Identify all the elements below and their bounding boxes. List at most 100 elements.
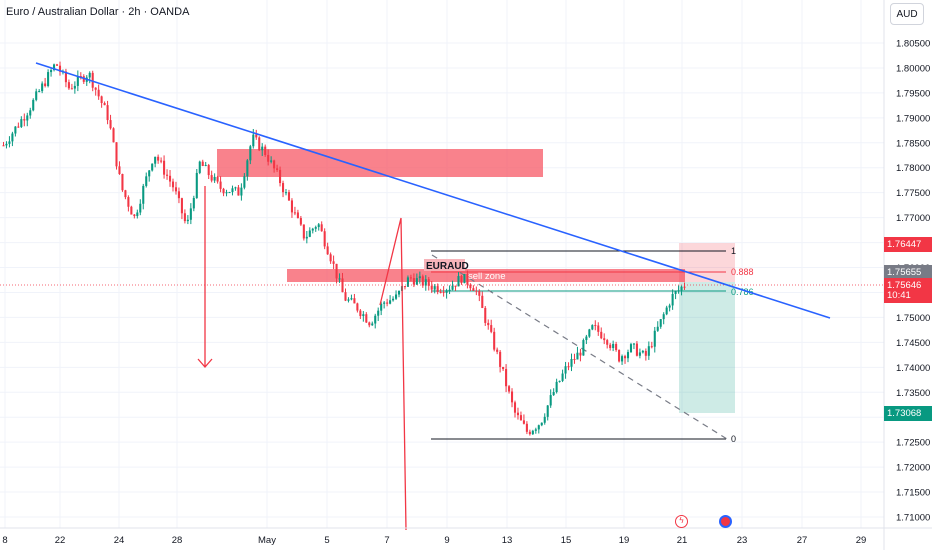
candle-body <box>293 212 296 214</box>
candle-body <box>415 278 418 285</box>
candle-body <box>383 302 386 304</box>
candle-body <box>305 236 308 239</box>
candle-body <box>499 351 502 367</box>
candle-body <box>650 346 653 348</box>
candle-body <box>237 187 240 196</box>
y-tick-label: 1.74500 <box>896 338 930 349</box>
candle-body <box>151 163 154 171</box>
arrow-down-left-head <box>197 358 213 368</box>
candle-body <box>174 187 178 192</box>
candle-body <box>112 128 115 143</box>
candle-body <box>195 172 198 198</box>
candle-body <box>198 161 201 173</box>
candle-body <box>680 286 683 291</box>
candle-body <box>377 310 380 316</box>
candle-body <box>513 402 517 413</box>
candle-body <box>228 192 231 194</box>
x-axis[interactable]: 8 22 24 28 May 5 7 9 13 15 19 21 23 27 29 <box>2 535 866 546</box>
candle-body <box>246 160 249 177</box>
chart-title: Euro / Australian Dollar · 2h · OANDA <box>6 6 190 18</box>
spike-drawing[interactable] <box>379 217 407 531</box>
candle-body <box>26 115 29 121</box>
candle-body <box>240 187 243 196</box>
price-tag-target: 1.73068 <box>884 406 932 421</box>
candle-body <box>73 85 76 89</box>
candle-body <box>647 346 650 356</box>
candle-body <box>567 366 570 368</box>
y-tick-label: 1.74000 <box>896 363 930 374</box>
y-tick-label: 1.79500 <box>896 88 930 99</box>
candle-body <box>638 352 641 356</box>
candle-body <box>522 420 525 424</box>
candle-body <box>618 349 621 362</box>
candle-body <box>531 430 534 435</box>
candle-body <box>264 146 267 155</box>
symbol-label: EURAUD <box>426 261 469 272</box>
candle-body <box>284 192 288 194</box>
candle-body <box>564 366 567 374</box>
candle-body <box>171 181 175 188</box>
candle-body <box>168 175 172 182</box>
candle-body <box>55 64 59 66</box>
candle-body <box>505 369 508 387</box>
candle-body <box>273 160 276 169</box>
x-tick-label: 27 <box>797 535 808 546</box>
candle-body <box>392 298 395 301</box>
fib-label-0888: 0.888 <box>731 267 754 277</box>
candle-body <box>299 218 302 225</box>
candle-body <box>475 290 478 292</box>
candle-body <box>302 224 305 239</box>
candle-body <box>213 176 216 181</box>
candle-body <box>365 314 368 323</box>
countdown-tag: 10:41 <box>884 290 932 303</box>
candle-body <box>50 70 53 73</box>
candle-body <box>207 165 210 176</box>
candle-body <box>2 145 5 147</box>
candles <box>2 61 686 436</box>
candle-body <box>20 119 23 127</box>
y-tick-label: 1.75000 <box>896 313 930 324</box>
candle-body <box>362 314 365 317</box>
candle-body <box>249 146 252 161</box>
candle-body <box>519 415 522 421</box>
candle-body <box>409 277 412 279</box>
candle-body <box>612 343 615 349</box>
candle-body <box>555 381 558 393</box>
earnings-icon[interactable] <box>719 515 732 528</box>
x-tick-label: 28 <box>172 535 183 546</box>
x-tick-label: 8 <box>2 535 7 546</box>
candle-body <box>201 161 204 167</box>
candle-body <box>463 273 466 284</box>
candle-body <box>145 176 148 186</box>
candle-body <box>359 310 362 317</box>
candle-body <box>79 76 82 78</box>
candle-body <box>540 422 543 426</box>
currency-button[interactable]: AUD <box>890 3 924 25</box>
candle-body <box>487 322 490 326</box>
candle-body <box>347 299 350 301</box>
flash-icon[interactable]: ϟ <box>675 515 688 528</box>
candle-body <box>653 330 656 347</box>
x-tick-label: 29 <box>856 535 867 546</box>
candle-body <box>279 169 282 184</box>
candle-body <box>621 356 624 362</box>
candle-body <box>180 198 183 214</box>
descending-trendline[interactable] <box>35 62 831 319</box>
candle-body <box>216 176 219 182</box>
candle-body <box>683 286 686 288</box>
candle-body <box>70 88 73 90</box>
candle-body <box>192 197 195 209</box>
candle-body <box>261 146 264 151</box>
candle-body <box>17 126 20 128</box>
candle-body <box>115 142 118 167</box>
candle-body <box>332 261 335 264</box>
candle-body <box>418 276 421 279</box>
candle-body <box>53 64 56 71</box>
candle-body <box>127 197 130 207</box>
candle-body <box>91 72 94 88</box>
candle-body <box>395 294 398 299</box>
x-tick-label: 5 <box>324 535 329 546</box>
sell-zone-label: sell zone <box>468 271 506 282</box>
candle-body <box>276 168 279 170</box>
